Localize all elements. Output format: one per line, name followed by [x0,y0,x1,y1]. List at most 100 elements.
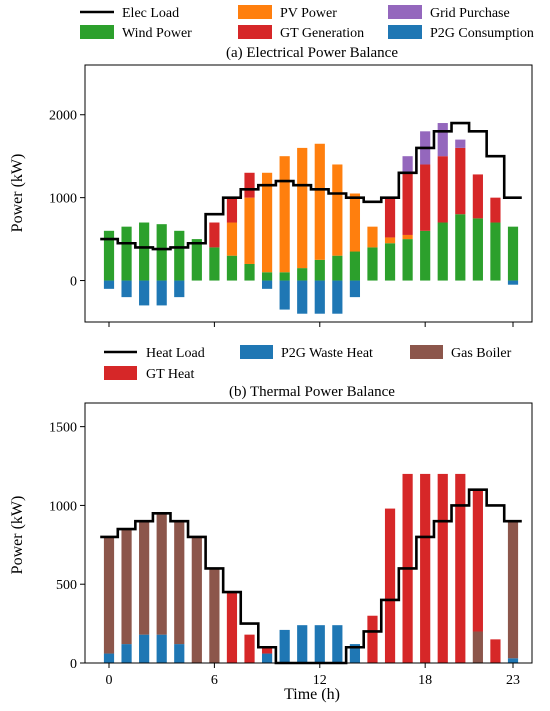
legend-label-wind-power: Wind Power [122,26,192,41]
bar-p2g-consumption-h11 [297,280,308,314]
legend-a: Elec Load PV Power Grid Purchase Wind Po… [80,5,534,41]
bar-p2g-consumption-h23 [507,280,519,285]
bar-grid-purchase-h17 [402,156,413,173]
bar-gt-heat-h9 [261,647,273,654]
chart-a: Power (kW) 0 1000 2000 [9,64,533,327]
legend-label-p2g-consumption: P2G Consumption [430,26,534,41]
x-tick-label-b-23: 23 [506,673,520,688]
bar-gt-heat-h20 [455,473,466,663]
y-tick-label-b-500: 500 [56,578,77,593]
bar-wind-power-h14 [349,251,361,281]
bar-pv-power-h10 [279,156,290,273]
bar-gas-boiler-h6 [209,568,220,663]
legend-label-grid-purchase: Grid Purchase [430,6,510,21]
bar-gt-generation-h8 [244,172,255,198]
bar-p2g-waste-heat-h10 [279,629,290,663]
bar-gt-heat-h16 [384,508,396,663]
bar-gas-boiler-h0 [103,536,115,654]
bar-wind-power-h15 [367,247,378,281]
legend-item-heat-load: Heat Load [104,346,205,361]
bar-gt-generation-h17 [402,172,413,235]
bar-pv-power-h11 [297,147,308,269]
legend-label-heat-load: Heat Load [146,346,205,361]
bar-gas-boiler-h1 [121,529,132,645]
bar-gas-boiler-h5 [191,536,202,663]
bar-pv-power-h14 [349,193,361,252]
bar-p2g-consumption-h10 [279,280,290,310]
bar-gt-generation-h18 [420,164,431,231]
legend-item-wind-power: Wind Power [80,25,192,41]
bar-p2g-waste-heat-h13 [332,625,343,663]
legend-item-pv-power: PV Power [238,5,337,21]
bar-gt-generation-h16 [384,197,396,238]
bar-wind-power-h6 [209,247,220,281]
bars-b [103,473,519,663]
chart-b: Power (kW) 0 500 1000 1500 0 6 12 18 23 Time (h) [9,402,533,703]
bar-wind-power-h2 [139,222,150,281]
bar-grid-purchase-h20 [455,139,466,148]
bar-wind-power-h21 [472,218,483,281]
bar-p2g-consumption-h13 [332,280,343,314]
bar-gt-heat-h18 [420,473,431,663]
bar-wind-power-h20 [455,214,466,281]
bar-p2g-waste-heat-h11 [297,625,308,663]
line-elec-load [100,121,522,251]
bar-gas-boiler-h2 [139,521,150,635]
bar-wind-power-h5 [191,239,202,281]
bar-gt-generation-h22 [490,197,501,223]
bar-p2g-waste-heat-h0 [103,653,115,663]
bar-wind-power-h4 [174,230,185,281]
legend-swatch-p2g-consumption [388,25,422,39]
bar-grid-purchase-h19 [437,123,448,157]
legend-item-p2g-consumption: P2G Consumption [388,25,534,41]
y-tick-label-a-0: 0 [70,275,77,290]
chart-title-a: (a) Electrical Power Balance [226,45,398,61]
bar-pv-power-h7 [226,222,238,256]
legend-swatch-gt-heat [104,366,137,380]
y-tick-label-a-2000: 2000 [49,109,77,124]
y-axis-label-a: Power (kW) [9,154,26,233]
legend-label-gt-heat: GT Heat [146,367,194,382]
bar-pv-power-h8 [244,197,255,264]
bar-wind-power-h19 [437,222,448,281]
bar-p2g-consumption-h12 [314,280,325,314]
bar-p2g-waste-heat-h3 [156,634,167,663]
bar-gt-generation-h20 [455,147,466,215]
legend-label-gt-generation: GT Generation [280,26,364,41]
bar-p2g-waste-heat-h14 [349,644,361,663]
x-tick-label-b-18: 18 [418,673,432,688]
bar-wind-power-h3 [156,224,167,281]
bar-pv-power-h15 [367,226,378,248]
bar-wind-power-h22 [490,222,501,281]
bar-wind-power-h18 [420,230,431,281]
bar-wind-power-h10 [279,272,290,281]
legend-item-gt-heat: GT Heat [104,366,194,382]
bar-p2g-consumption-h4 [174,280,185,298]
bar-gt-generation-h21 [472,174,483,219]
legend-item-gt-generation: GT Generation [238,25,364,41]
bar-p2g-waste-heat-h12 [314,625,325,663]
legend-item-p2g-waste-heat: P2G Waste Heat [240,345,373,361]
bar-p2g-waste-heat-h4 [174,644,185,663]
legend-swatch-pv-power [238,5,272,19]
bar-wind-power-h0 [103,230,115,281]
y-tick-label-b-0: 0 [70,657,77,672]
bar-p2g-consumption-h0 [103,280,115,289]
bar-wind-power-h11 [297,268,308,281]
y-tick-label-b-1500: 1500 [49,421,77,436]
legend-item-elec-load: Elec Load [80,6,179,21]
legend-label-gas-boiler: Gas Boiler [451,346,512,361]
bar-wind-power-h13 [332,255,343,281]
legend-swatch-p2g-waste-heat [240,345,273,359]
bar-pv-power-h9 [261,172,273,273]
legend-swatch-grid-purchase [388,5,422,19]
bars-a [103,123,519,314]
legend-label-elec-load: Elec Load [122,6,179,21]
chart-title-b: (b) Thermal Power Balance [229,384,395,400]
bar-p2g-consumption-h1 [121,280,132,298]
bar-pv-power-h17 [402,234,413,240]
bar-gt-heat-h21 [472,489,483,632]
x-tick-label-b-12: 12 [313,673,327,688]
bar-p2g-waste-heat-h23 [507,658,519,663]
